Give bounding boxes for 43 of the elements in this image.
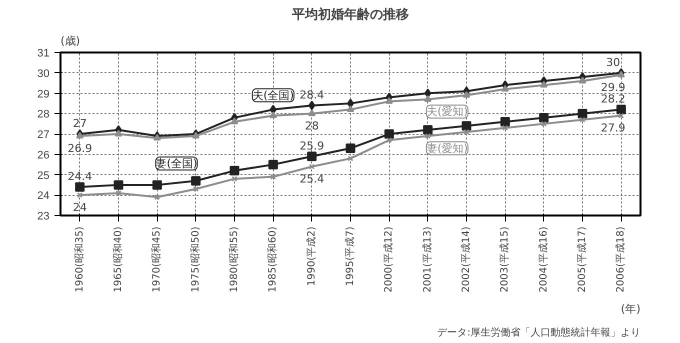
x-tick-label: 1970(昭和45) [150, 226, 163, 292]
x-tick-label: 2005(平成17) [576, 226, 588, 292]
x-tick-label: 1960(昭和35) [73, 226, 86, 292]
y-tick-label: 23 [37, 210, 50, 222]
chart-title: 平均初婚年齢の推移 [291, 6, 409, 22]
data-label: 28 [304, 120, 319, 133]
data-label: 24.4 [68, 170, 92, 183]
y-axis-title: (歳) [60, 34, 80, 48]
x-tick-label: 1975(昭和50) [189, 226, 202, 292]
x-tick-label: 1990(平成2) [305, 226, 318, 286]
x-tick-label: 1995(平成7) [344, 226, 356, 286]
data-label: 27.9 [600, 122, 626, 135]
y-tick-label: 27 [37, 129, 50, 141]
y-tick-label: 24 [37, 190, 50, 202]
x-axis-title: (年) [620, 302, 641, 316]
data-label: 30 [606, 56, 620, 69]
data-label: 28.4 [300, 88, 324, 102]
series-label: 夫(全国) [252, 88, 294, 102]
x-tick-label: 1980(昭和55) [228, 226, 240, 292]
data-label: 25.4 [300, 172, 324, 186]
x-tick-label: 2006(平成18) [614, 226, 627, 292]
y-tick-label: 25 [37, 170, 50, 182]
y-tick-label: 29 [37, 88, 50, 100]
y-tick-label: 26 [37, 149, 50, 162]
x-tick-label: 2003(平成15) [498, 226, 511, 292]
x-tick-label: 2001(平成13) [421, 226, 434, 292]
text: データ:厚生労働省「人口動態統計年報」より [437, 326, 641, 338]
data-label: 25.9 [300, 139, 324, 152]
x-tick-label: 2004(平成16) [537, 226, 550, 292]
data-label: 24 [72, 201, 87, 214]
data-label: 27 [72, 117, 87, 130]
data-label: 29.9 [600, 80, 626, 94]
y-tick-label: 30 [37, 68, 50, 80]
x-tick-label: 1985(昭和60) [266, 226, 279, 292]
x-tick-label: 1965(昭和40) [112, 226, 124, 292]
x-tick-label: 2002(平成14) [460, 226, 472, 292]
y-tick-label: 28 [37, 108, 50, 121]
series-label: 夫(愛知) [426, 105, 468, 118]
y-tick-label: 31 [37, 48, 50, 60]
data-label: 26.9 [68, 142, 92, 156]
series-label: 妻(全国) [156, 157, 198, 170]
x-tick-label: 2000(平成12) [382, 226, 395, 292]
data-label: 28.2 [600, 92, 626, 106]
